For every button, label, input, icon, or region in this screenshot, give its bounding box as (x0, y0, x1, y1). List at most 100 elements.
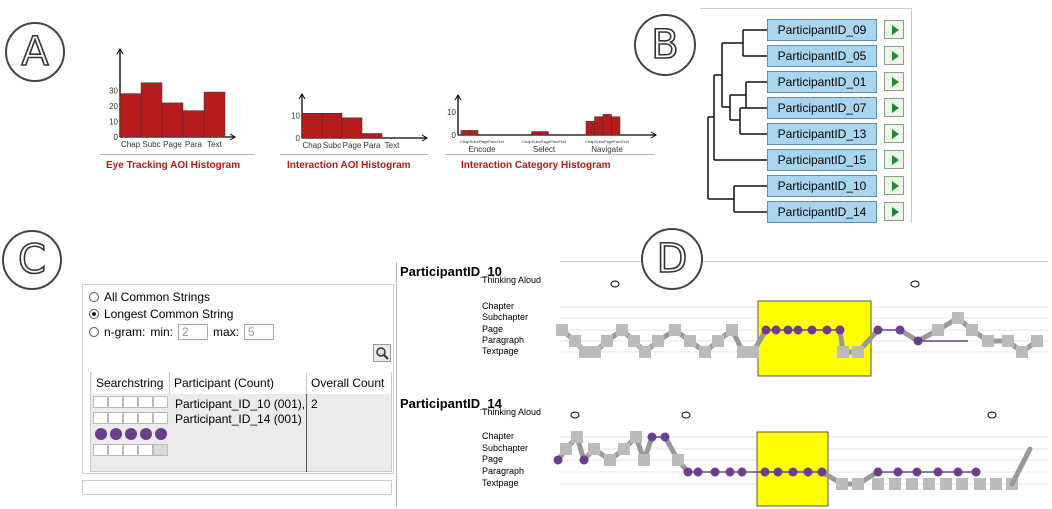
x-axis-arrow (229, 133, 236, 141)
grid-cell (123, 412, 138, 424)
ngram-max-input[interactable]: 5 (244, 324, 275, 340)
bar (539, 131, 549, 136)
eye-tracking-square (579, 346, 591, 358)
participant-item[interactable]: ParticipantID_13 (767, 123, 877, 145)
play-button[interactable] (884, 176, 904, 195)
eye-tracking-histogram-title: Eye Tracking AOI Histogram (106, 160, 241, 171)
max-label: max: (213, 325, 240, 339)
x-tick-label: Chap (121, 140, 141, 149)
eye-tracking-square (726, 324, 738, 336)
radio-all-common-strings[interactable] (89, 292, 99, 302)
y-axis-arrow (454, 94, 462, 101)
interaction-dot (835, 325, 845, 335)
play-button[interactable] (884, 46, 904, 65)
eye-tracking-square (747, 346, 759, 358)
eye-tracking-square (852, 478, 864, 490)
eye-tracking-square (601, 335, 613, 347)
play-button[interactable] (884, 20, 904, 39)
grid-cell (93, 428, 108, 440)
bar (602, 114, 612, 136)
participant-item[interactable]: ParticipantID_14 (767, 201, 877, 223)
divider (445, 154, 655, 155)
participant-item[interactable]: ParticipantID_01 (767, 71, 877, 93)
radio-longest-common-string[interactable] (89, 309, 99, 319)
x-tick-label: Page (343, 141, 362, 150)
eye-tracking-square (837, 346, 849, 358)
eye-tracking-square (556, 324, 568, 336)
horizontal-scrollbar[interactable] (82, 480, 392, 495)
eye-tracking-square (630, 431, 642, 443)
play-icon (891, 24, 899, 35)
interaction-dot (647, 432, 657, 442)
play-button[interactable] (884, 124, 904, 143)
col-searchstring[interactable]: Searchstring (92, 372, 170, 394)
transition-line (1009, 446, 1033, 487)
x-tick-label: Chap (302, 141, 322, 150)
grid-cell (108, 428, 123, 440)
option-ngram[interactable]: n-gram: min: 2 max: 5 (89, 324, 275, 340)
play-button[interactable] (884, 150, 904, 169)
interaction-dot (710, 467, 720, 477)
option-all-common-strings[interactable]: All Common Strings (89, 290, 210, 304)
radio-ngram[interactable] (89, 327, 99, 337)
interaction-dot (683, 467, 693, 477)
eye-tracking-square (684, 335, 696, 347)
search-button[interactable] (373, 344, 391, 362)
panel-b-border-right (911, 8, 912, 223)
dot-marker (154, 428, 167, 440)
interaction-category-histogram-title: Interaction Category Histogram (461, 160, 611, 171)
panel-d-separator (396, 262, 397, 507)
eye-tracking-square (940, 478, 952, 490)
x-tick-label: Text (385, 141, 400, 150)
grid-cell (108, 396, 123, 408)
table-col-divider (306, 394, 307, 472)
bar (140, 82, 163, 138)
ngram-min-input[interactable]: 2 (178, 324, 209, 340)
grid-cell (153, 412, 168, 424)
overall-count-cell: 2 (311, 397, 318, 411)
participant-item[interactable]: ParticipantID_09 (767, 19, 877, 41)
y-tick-label: 0 (296, 134, 301, 143)
eye-tracking-square (737, 346, 749, 358)
x-tick-label: Text (207, 140, 222, 149)
bar (301, 113, 323, 139)
col-participant-count[interactable]: Participant (Count) (170, 372, 307, 394)
eye-tracking-square (604, 454, 616, 466)
interaction-aoi-histogram-title: Interaction AOI Histogram (287, 160, 411, 171)
eye-tracking-square (712, 335, 724, 347)
eye-tracking-square (1031, 335, 1043, 347)
col-overall-count[interactable]: Overall Count (307, 372, 391, 394)
thinking-aloud-marker (910, 280, 920, 288)
thinking-aloud-marker (987, 411, 997, 419)
eye-tracking-square (923, 478, 935, 490)
interaction-dot (693, 467, 703, 477)
eye-tracking-square (669, 324, 681, 336)
thinking-aloud-marker (570, 411, 580, 419)
x-tick-label: Page (163, 140, 182, 149)
interaction-dot (807, 325, 817, 335)
participant-cell-line-1: Participant_ID_10 (001), (175, 397, 306, 411)
play-button[interactable] (884, 98, 904, 117)
eye-tracking-square (672, 454, 684, 466)
grid-cell (93, 396, 108, 408)
play-icon (891, 50, 899, 61)
participant-item[interactable]: ParticipantID_10 (767, 175, 877, 197)
x-tick-label: Para (364, 141, 381, 150)
play-button[interactable] (884, 72, 904, 91)
timelines (553, 280, 1048, 507)
eye-tracking-square (628, 335, 640, 347)
participant-item[interactable]: ParticipantID_07 (767, 97, 877, 119)
play-button[interactable] (884, 202, 904, 221)
y-tick-label: 0 (114, 133, 119, 142)
x-tick-label: Subc (142, 140, 160, 149)
participant-item[interactable]: ParticipantID_15 (767, 149, 877, 171)
participant-item[interactable]: ParticipantID_05 (767, 45, 877, 67)
common-string-highlight (757, 300, 872, 377)
grid-cell (153, 396, 168, 408)
option-longest-common-string[interactable]: Longest Common String (89, 307, 233, 321)
row-label: Thinking Aloud (482, 407, 542, 417)
divider (280, 154, 428, 155)
bar (585, 121, 595, 136)
row-label: Chapter (482, 301, 515, 311)
grid-cell (123, 396, 138, 408)
